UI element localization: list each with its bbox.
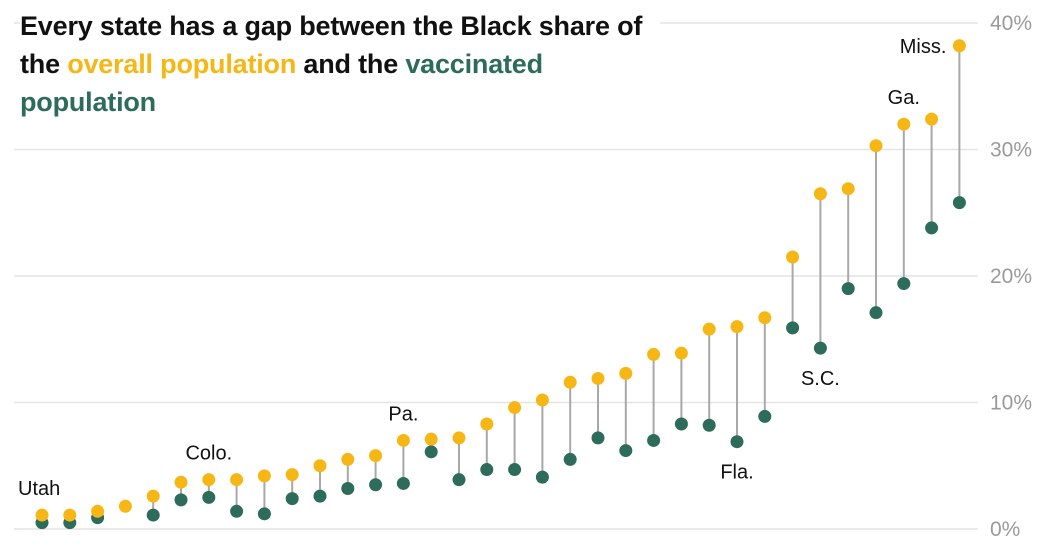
vaccinated-point <box>396 476 410 490</box>
overall-point <box>702 322 716 336</box>
overall-point <box>174 475 188 489</box>
overall-point <box>758 311 772 325</box>
overall-point <box>813 187 827 201</box>
overall-point <box>508 401 522 415</box>
overall-point <box>35 508 49 522</box>
vaccinated-point <box>730 435 744 449</box>
vaccinated-point <box>591 431 605 445</box>
y-tick-label: 30% <box>990 139 1032 162</box>
vaccinated-point <box>202 490 216 504</box>
overall-point <box>480 417 494 431</box>
overall-point <box>674 346 688 360</box>
overall-point <box>619 366 633 380</box>
overall-point <box>730 320 744 334</box>
state-label: Colo. <box>185 443 232 465</box>
state-label: S.C. <box>801 368 840 390</box>
vaccinated-point <box>813 341 827 355</box>
vaccinated-point <box>452 473 466 487</box>
vaccinated-point <box>674 417 688 431</box>
overall-point <box>452 431 466 445</box>
state-label: Pa. <box>388 403 418 425</box>
title-part-2: and the <box>296 49 406 79</box>
vaccinated-point <box>841 282 855 296</box>
vaccinated-point <box>257 507 271 521</box>
overall-point <box>369 449 383 463</box>
overall-point <box>591 371 605 385</box>
vaccinated-point <box>702 418 716 432</box>
overall-point <box>424 432 438 446</box>
vaccinated-point <box>535 470 549 484</box>
overall-point <box>563 375 577 389</box>
title-overall-highlight: overall population <box>67 49 297 79</box>
vaccinated-point <box>647 433 661 447</box>
y-tick-label: 10% <box>990 392 1032 415</box>
chart-title: Every state has a gap between the Black … <box>20 7 660 121</box>
title-part-1: Every state has a gap between the Black … <box>20 11 643 79</box>
state-label: Miss. <box>900 36 947 58</box>
vaccinated-point <box>341 482 355 496</box>
overall-point <box>841 182 855 196</box>
vaccinated-point <box>786 321 800 335</box>
overall-point <box>118 499 132 513</box>
vaccinated-point <box>925 221 939 235</box>
overall-point <box>257 469 271 483</box>
overall-point <box>952 39 966 53</box>
y-axis-tick-labels: 0% 10% 20% 30% 40% <box>990 12 1032 541</box>
overall-point <box>285 468 299 482</box>
vaccinated-point <box>230 504 244 518</box>
title-vaccinated-highlight: vaccinated population <box>20 49 543 117</box>
overall-point <box>91 504 105 518</box>
vaccinated-points <box>35 196 966 530</box>
overall-point <box>647 347 661 361</box>
overall-point <box>313 459 327 473</box>
overall-point <box>786 250 800 264</box>
y-tick-label: 0% <box>990 518 1020 541</box>
vaccinated-point <box>146 508 160 522</box>
vaccinated-point <box>869 306 883 320</box>
overall-point <box>897 117 911 131</box>
overall-point <box>535 393 549 407</box>
overall-point <box>202 473 216 487</box>
overall-point <box>146 489 160 503</box>
state-label: Ga. <box>888 87 920 109</box>
y-tick-label: 20% <box>990 265 1032 288</box>
state-label: Fla. <box>720 462 753 484</box>
overall-point <box>230 473 244 487</box>
vaccinated-point <box>758 409 772 423</box>
overall-point <box>925 112 939 126</box>
overall-point <box>396 433 410 447</box>
y-tick-label: 40% <box>990 12 1032 35</box>
vaccinated-point <box>619 444 633 458</box>
vaccinated-point <box>313 489 327 503</box>
overall-points <box>35 39 966 522</box>
vaccinated-point <box>424 445 438 459</box>
state-labels: Utah Colo. Pa. Fla. S.C. Ga. Miss. <box>18 36 946 500</box>
overall-point <box>869 139 883 153</box>
vaccinated-point <box>897 277 911 291</box>
vaccinated-point <box>952 196 966 210</box>
vaccinated-point <box>285 492 299 506</box>
vaccinated-point <box>174 493 188 507</box>
vaccinated-point <box>480 463 494 477</box>
vaccinated-point <box>369 478 383 492</box>
vaccinated-point <box>508 463 522 477</box>
state-label: Utah <box>18 478 60 500</box>
vaccinated-point <box>563 452 577 466</box>
overall-point <box>63 508 77 522</box>
gap-connectors <box>152 45 961 516</box>
overall-point <box>341 452 355 466</box>
